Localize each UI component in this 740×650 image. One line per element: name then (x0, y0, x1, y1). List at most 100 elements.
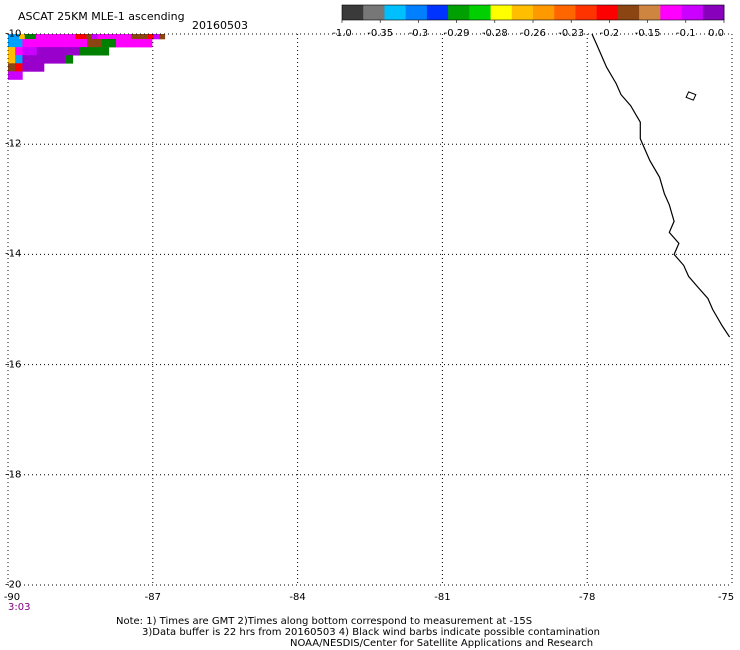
wind-data-cell (47, 34, 54, 40)
wind-data-cell (36, 39, 45, 48)
wind-data-cell (65, 39, 74, 48)
wind-data-cell (92, 34, 98, 40)
wind-data-cell (65, 47, 74, 56)
wind-data-cell (114, 34, 121, 40)
wind-data-cell (15, 47, 23, 56)
x-tick-label: -81 (434, 592, 451, 603)
wind-data-cell (30, 34, 37, 40)
wind-data-cell (137, 39, 146, 48)
wind-data-cell (19, 34, 26, 40)
colorbar-swatch (490, 5, 513, 20)
wind-data-cell (36, 34, 42, 40)
wind-data-cell (130, 39, 138, 48)
note-line-2: 3)Data buffer is 22 hrs from 20160503 4)… (142, 627, 600, 638)
wind-data-cell (103, 34, 110, 40)
colorbar-swatch (702, 5, 725, 20)
colorbar-label: -0.26 (520, 28, 546, 39)
wind-data-cell (72, 39, 81, 48)
wind-data-cell (108, 34, 115, 40)
x-tick-label: -87 (144, 592, 161, 603)
colorbar-swatch (575, 5, 598, 20)
colorbar-swatch (426, 5, 449, 20)
wind-data-cell (86, 34, 93, 40)
wind-data-cell (51, 55, 59, 64)
map-title: ASCAT 25KM MLE-1 ascending (18, 10, 185, 23)
colorbar-swatch (448, 5, 470, 20)
x-tick-label: -90 (3, 592, 21, 603)
y-tick-label: -18 (5, 469, 22, 481)
y-tick-label: -16 (5, 359, 22, 371)
wind-data-cell (13, 34, 20, 40)
colorbar-swatch (681, 5, 704, 20)
wind-data-cell (51, 39, 59, 48)
colorbar-label: -0.1 (676, 28, 696, 39)
colorbar-swatch (342, 5, 364, 20)
wind-data-cell (36, 63, 45, 72)
wind-data-cell (22, 39, 30, 48)
wind-data-cell (36, 47, 45, 56)
wind-data-cell (87, 39, 95, 48)
y-tick-label: -20 (5, 579, 22, 591)
wind-data-cell (44, 39, 52, 48)
wind-data-cell (75, 34, 82, 40)
note-line-3: NOAA/NESDIS/Center for Satellite Applica… (290, 638, 594, 649)
colorbar-label: -0.29 (444, 28, 470, 39)
colorbar: -1.0 -0.35 -0.3 -0.29 -0.28 -0.26 -0.23 -0.2 -0.… (332, 4, 725, 39)
wind-data-cell (125, 34, 132, 40)
wind-data-cell (72, 47, 81, 56)
colorbar-swatch (660, 5, 682, 20)
colorbar-label: -1.0 (332, 28, 352, 39)
wind-data-cell (15, 63, 23, 72)
colorbar-swatch (533, 5, 555, 20)
colorbar-swatch (617, 5, 640, 20)
wind-data-cell (41, 34, 48, 40)
wind-data-cell (108, 39, 117, 48)
wind-data-cell (80, 34, 87, 40)
wind-data-cell (65, 55, 74, 64)
x-tick-label: -84 (289, 592, 306, 603)
colorbar-label: -0.28 (482, 28, 508, 39)
wind-data-cell (8, 39, 16, 48)
wind-data-cell (144, 39, 153, 48)
wind-data-cell (69, 34, 76, 40)
time-label: 3:03 (8, 602, 31, 613)
wind-data-cell (15, 39, 23, 48)
wind-data-cell (8, 55, 16, 64)
y-tick-label: -10 (5, 28, 22, 40)
wind-data-cell (22, 63, 30, 72)
colorbar-label: 0.0 (708, 28, 724, 39)
wind-data-cell (101, 47, 110, 56)
colorbar-swatch (554, 5, 576, 20)
wind-data-cell (36, 55, 45, 64)
y-tick-label: -14 (5, 248, 22, 260)
colorbar-label: -0.35 (367, 28, 393, 39)
x-tick-label: -75 (717, 592, 735, 603)
colorbar-swatch (384, 5, 407, 20)
wind-data-cell (22, 47, 30, 56)
wind-data-cell (87, 47, 95, 56)
colorbar-swatch (469, 5, 491, 20)
wind-data-cell (24, 34, 31, 40)
colorbar-label: -0.23 (558, 28, 584, 39)
wind-data-cell (159, 34, 166, 40)
wind-data-cell (8, 34, 14, 40)
wind-data-cell (8, 63, 16, 72)
note-line-1: Note: 1) Times are GMT 2)Times along bot… (116, 616, 533, 627)
colorbar-swatch (363, 5, 385, 20)
wind-data-cell (15, 55, 23, 64)
wind-data-cell (15, 71, 23, 80)
wind-data-cell (64, 34, 70, 40)
wind-data-cell (29, 63, 38, 72)
wind-data-cell (58, 34, 65, 40)
wind-data-cell (8, 71, 16, 80)
wind-data-cell (94, 39, 102, 48)
wind-data-cell (101, 39, 110, 48)
wind-data-cell (80, 47, 88, 56)
wind-data-cell (123, 39, 131, 48)
wind-data-cell (8, 47, 16, 56)
colorbar-label: -0.2 (600, 28, 620, 39)
wind-data-cell (51, 47, 59, 56)
wind-data-cell (80, 39, 88, 48)
coastline (591, 33, 731, 338)
